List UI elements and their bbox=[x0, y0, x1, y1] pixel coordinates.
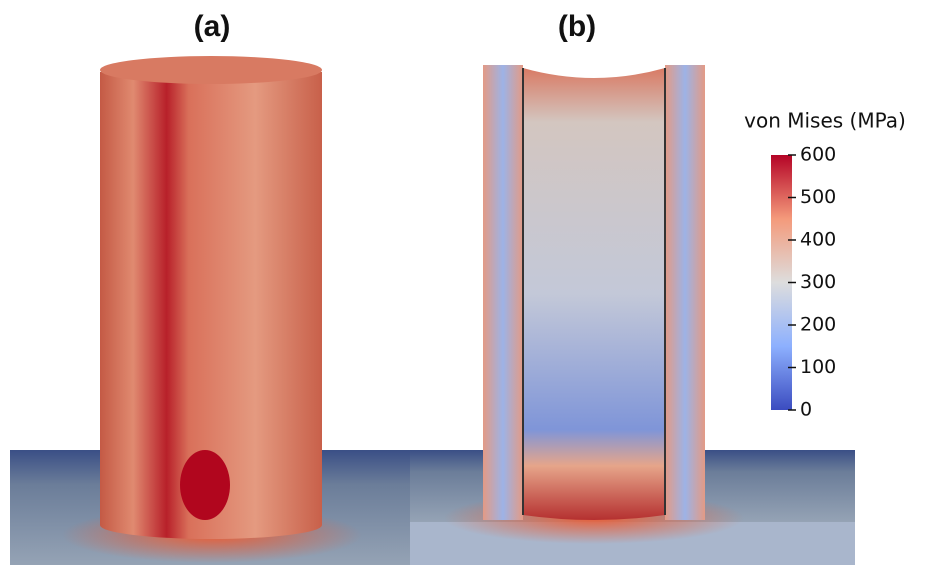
panel-label: (b) bbox=[558, 10, 596, 43]
hot-spot bbox=[180, 450, 230, 520]
tick-label: 600 bbox=[800, 144, 836, 166]
colorbar: von Mises (MPa) 0 100 200 300 400 500 600 bbox=[744, 109, 906, 421]
inner-surface bbox=[523, 68, 665, 520]
cylinder-top bbox=[100, 56, 322, 84]
tick-label: 0 bbox=[800, 399, 812, 421]
wall-right bbox=[665, 65, 705, 520]
panel-a: (a) bbox=[10, 10, 410, 565]
tick-label: 100 bbox=[800, 356, 836, 378]
wall-left bbox=[483, 65, 523, 520]
colorbar-title: von Mises (MPa) bbox=[744, 109, 906, 133]
tick-label: 300 bbox=[800, 271, 836, 293]
panel-label: (a) bbox=[194, 10, 231, 43]
tick-label: 400 bbox=[800, 229, 836, 251]
tick-label: 500 bbox=[800, 186, 836, 208]
figure: (a) (b) von Mises (MPa) 0 100 200 300 400 500… bbox=[0, 0, 931, 565]
tick-label: 200 bbox=[800, 314, 836, 336]
